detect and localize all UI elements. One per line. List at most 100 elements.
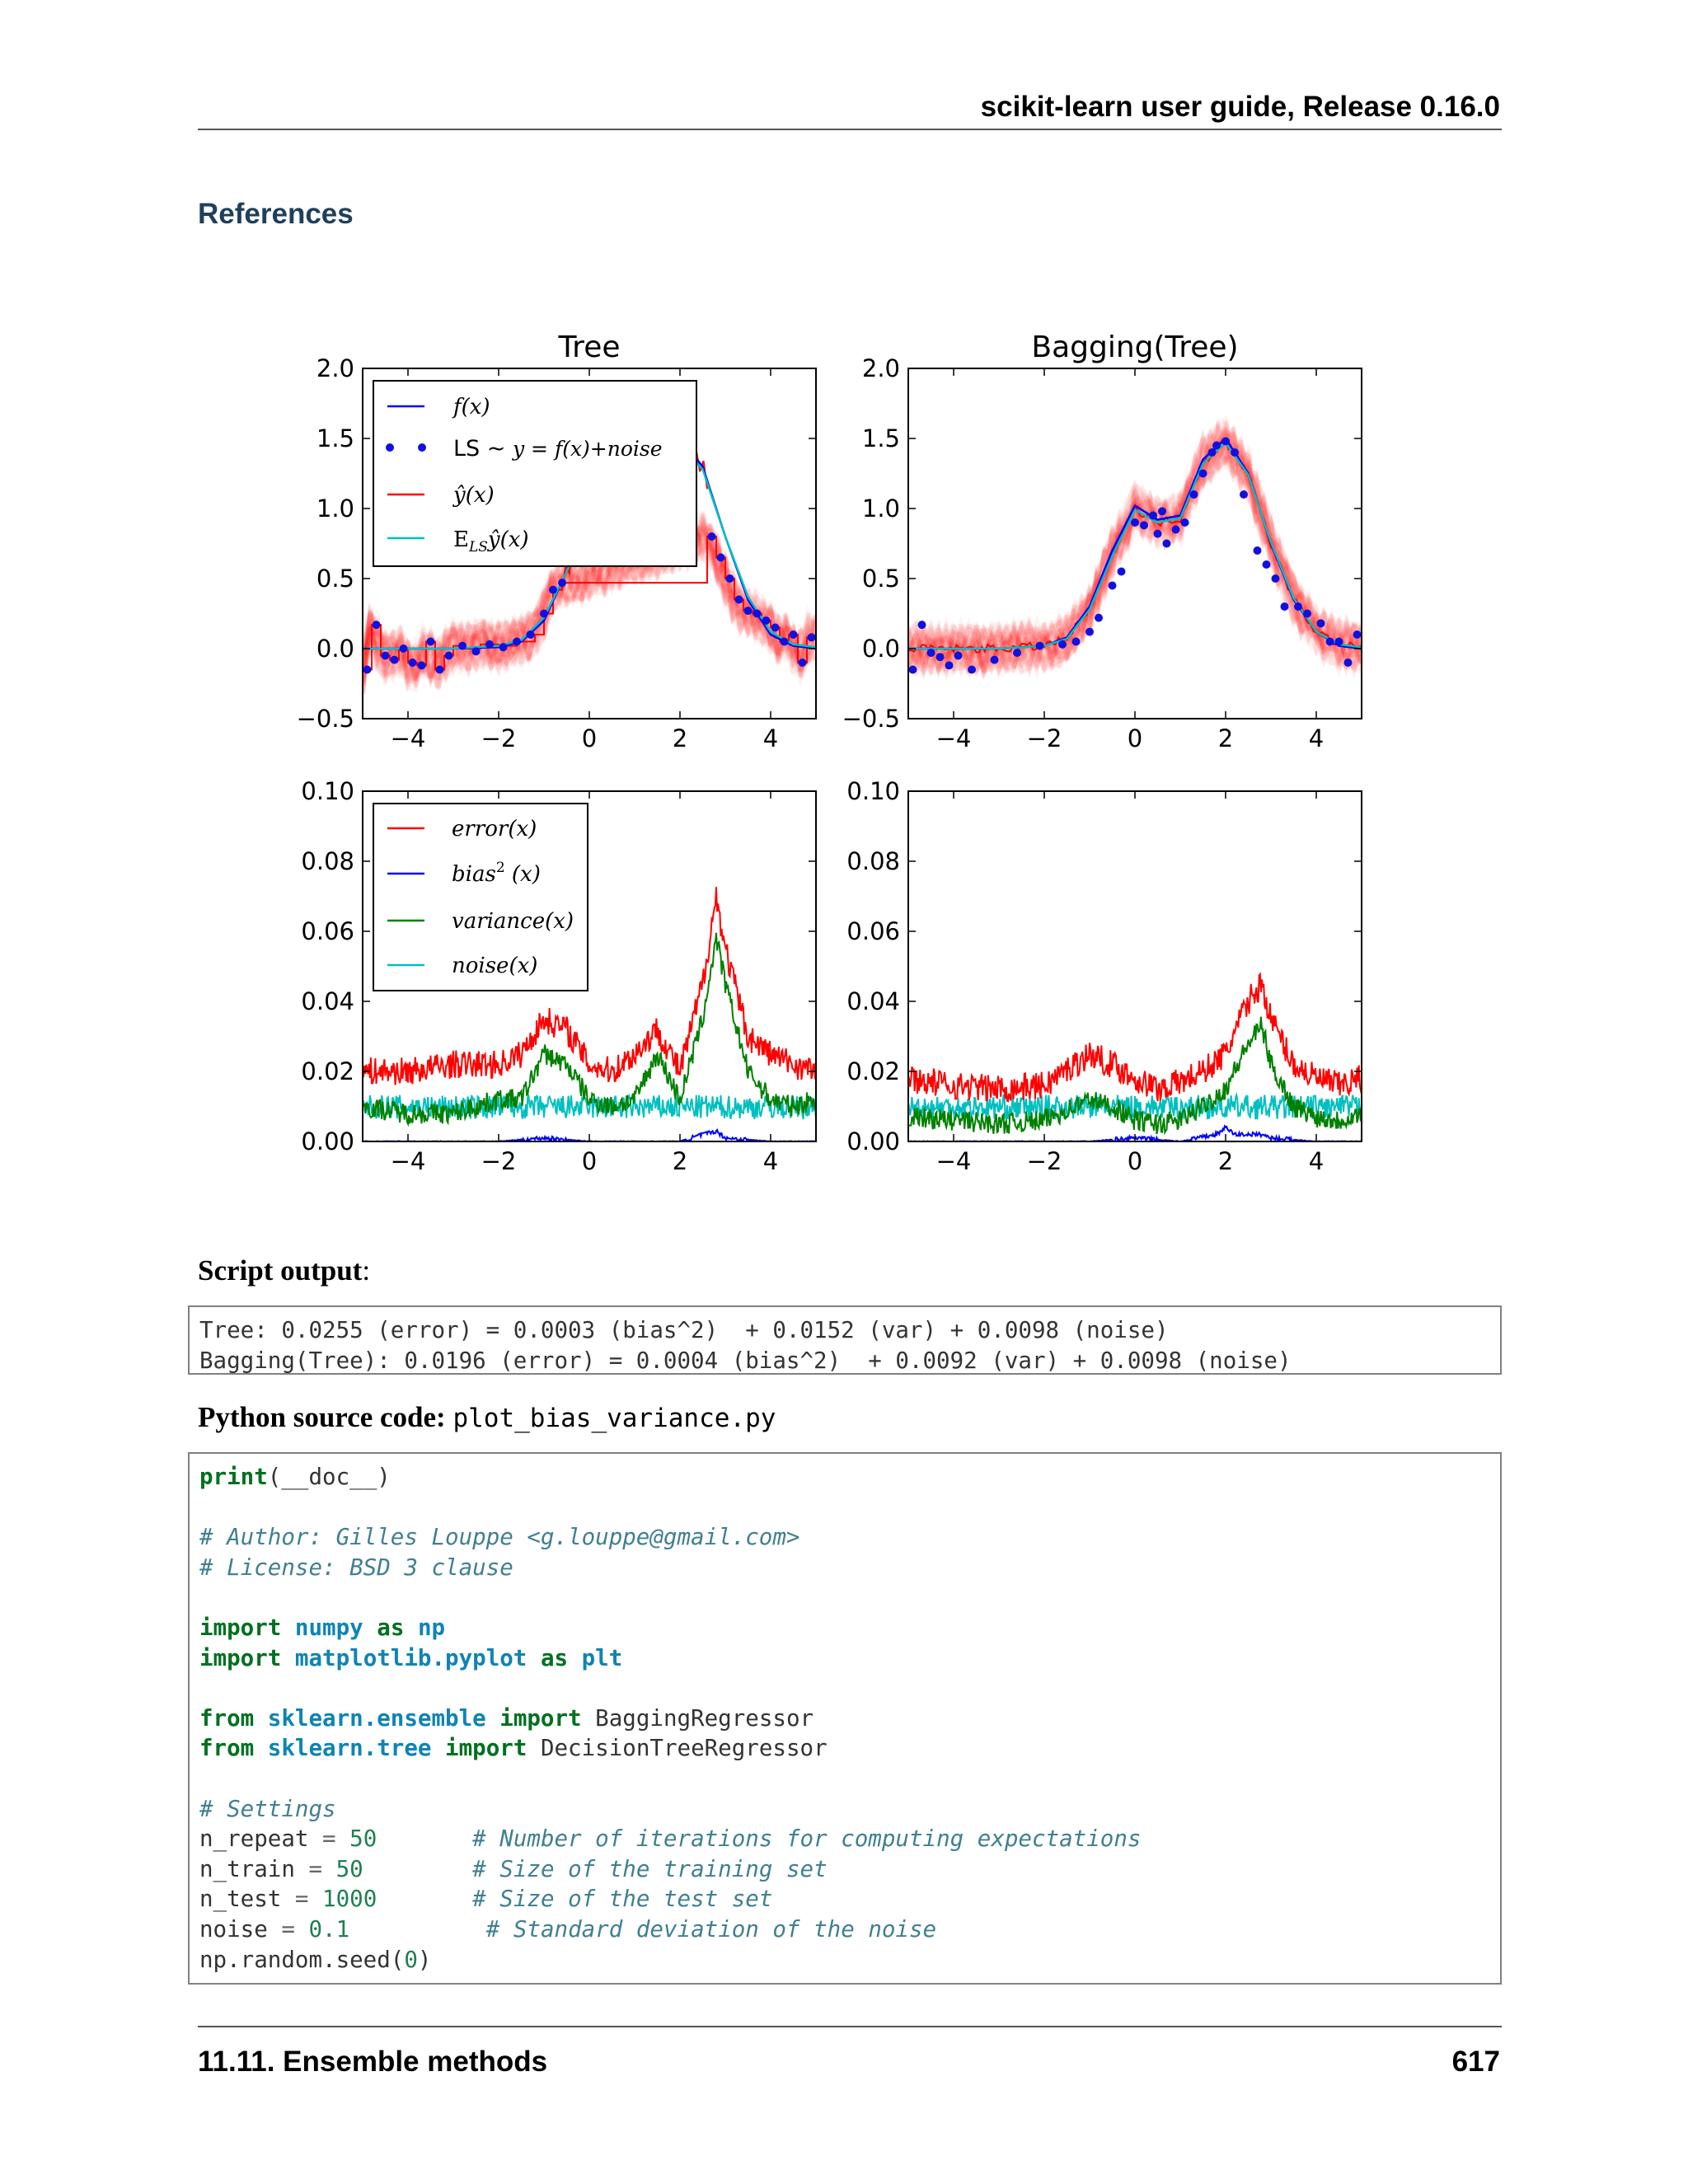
y-tick-label: 0.00 <box>846 1127 900 1155</box>
data-point <box>408 658 417 667</box>
y-tick-label: 0.10 <box>301 777 354 805</box>
data-point <box>1316 619 1325 628</box>
data-point <box>1221 437 1230 446</box>
legend-ls-label: LS ~ y = f(x)+noise <box>453 436 663 462</box>
data-point <box>426 637 435 646</box>
data-point <box>444 651 453 660</box>
chart-panel-1: −4 −2 0 2 4 2.0 1.5 1.0 0.5 0.0 −0.5 Tree <box>297 330 817 752</box>
data-point <box>1131 518 1139 527</box>
data-point <box>1162 539 1171 548</box>
y-tick-label: 1.0 <box>316 494 354 523</box>
data-point <box>954 651 963 660</box>
x-tick-label: −2 <box>481 1147 517 1175</box>
legend-mean-label: ELSŷ(x) <box>453 527 529 555</box>
source-filename: plot_bias_variance.py <box>452 1404 776 1433</box>
data-point <box>1334 637 1343 646</box>
footer-section: 11.11. Ensemble methods <box>198 2046 548 2078</box>
x-tick-label: 0 <box>1128 724 1142 752</box>
y-tick-label: −0.5 <box>297 705 354 733</box>
data-point <box>1325 637 1334 646</box>
data-point <box>1171 525 1180 534</box>
x-tick-label: 4 <box>763 724 778 752</box>
y-tick-label: 0.5 <box>316 565 354 593</box>
data-point <box>725 574 734 583</box>
data-point <box>540 609 548 618</box>
data-point <box>471 647 481 656</box>
data-point <box>1353 630 1362 639</box>
data-point <box>1095 613 1103 622</box>
data-point <box>1231 448 1239 457</box>
data-point <box>499 643 508 652</box>
data-point <box>458 641 467 650</box>
plot-area <box>908 972 1362 1141</box>
x-tick-label: 4 <box>1309 724 1324 752</box>
x-tick-label: 2 <box>673 1147 687 1175</box>
data-point <box>513 637 521 646</box>
data-point <box>390 655 399 664</box>
data-point <box>1180 518 1189 527</box>
script-output-box: Tree: 0.0255 (error) = 0.0003 (bias^2) +… <box>188 1305 1502 1375</box>
data-point <box>1294 602 1302 611</box>
data-point <box>945 661 954 670</box>
y-tick-label: 0.00 <box>301 1127 354 1155</box>
data-point <box>734 595 743 604</box>
y-tick-label: 0.06 <box>301 917 354 945</box>
data-point <box>762 616 771 625</box>
y-tick-label: 1.5 <box>862 424 900 452</box>
x-tick-label: 4 <box>763 1147 778 1175</box>
data-point <box>1140 521 1148 530</box>
legend-top: f(x) LS ~ y = f(x)+noise ŷ(x) ELSŷ(x) <box>373 380 697 567</box>
data-point <box>1303 609 1311 618</box>
legend-variance-label: variance(x) <box>452 909 574 934</box>
data-point <box>1153 529 1162 538</box>
footer-rule <box>198 2026 1502 2027</box>
data-point <box>908 665 917 674</box>
legend-yhat-label: ŷ(x) <box>452 483 495 508</box>
y-tick-label: 0.08 <box>846 847 900 875</box>
legend-box <box>373 803 588 991</box>
y-tick-label: 0.0 <box>316 635 354 663</box>
x-tick-label: 0 <box>1128 1147 1142 1175</box>
legend-bottom: error(x) bias2 (x) variance(x) noise(x) <box>373 803 588 991</box>
source-code-box: print(__doc__) # Author: Gilles Louppe <… <box>188 1452 1502 1985</box>
legend-point-swatch <box>418 443 426 452</box>
data-point <box>807 633 816 642</box>
output-line: Bagging(Tree): 0.0196 (error) = 0.0004 (… <box>199 1347 1292 1374</box>
x-tick-label: −4 <box>391 724 426 752</box>
data-point <box>917 621 926 630</box>
y-tick-label: 0.0 <box>862 635 900 663</box>
x-tick-label: −4 <box>391 1147 426 1175</box>
data-point <box>526 630 535 639</box>
y-tick-label: 0.08 <box>301 847 354 875</box>
page-header-title: scikit-learn user guide, Release 0.16.0 <box>980 91 1500 123</box>
chart-panel-2: −4 −2 0 2 4 2.0 1.5 1.0 0.5 0.0 −0.5 Bagging(Tree) <box>842 330 1362 752</box>
x-tick-label: 2 <box>673 724 687 752</box>
data-point <box>1035 641 1044 650</box>
legend-point-swatch <box>386 443 394 452</box>
data-point <box>968 665 976 674</box>
legend-noise-label: noise(x) <box>452 954 537 978</box>
x-tick-label: −2 <box>1027 724 1062 752</box>
plot-area <box>908 415 1362 683</box>
legend-error-label: error(x) <box>452 817 537 841</box>
x-tick-label: 2 <box>1218 1147 1233 1175</box>
y-tick-label: 0.02 <box>301 1057 354 1085</box>
data-point <box>417 661 426 670</box>
data-point <box>743 607 753 616</box>
data-point <box>1158 507 1166 516</box>
chart-title: Bagging(Tree) <box>1031 330 1238 364</box>
data-point <box>1343 658 1353 667</box>
x-tick-label: 2 <box>1218 724 1233 752</box>
output-line: Tree: 0.0255 (error) = 0.0003 (bias^2) +… <box>199 1317 1169 1343</box>
data-point <box>1108 581 1117 590</box>
y-tick-label: 2.0 <box>862 354 900 382</box>
y-tick-label: 0.06 <box>846 917 900 945</box>
data-point <box>485 640 494 649</box>
data-point <box>363 665 372 674</box>
data-point <box>1262 560 1271 569</box>
x-tick-label: 4 <box>1309 1147 1324 1175</box>
x-tick-label: 0 <box>582 1147 597 1175</box>
data-point <box>1149 511 1157 520</box>
data-point <box>789 630 798 639</box>
x-tick-label: −2 <box>481 724 517 752</box>
